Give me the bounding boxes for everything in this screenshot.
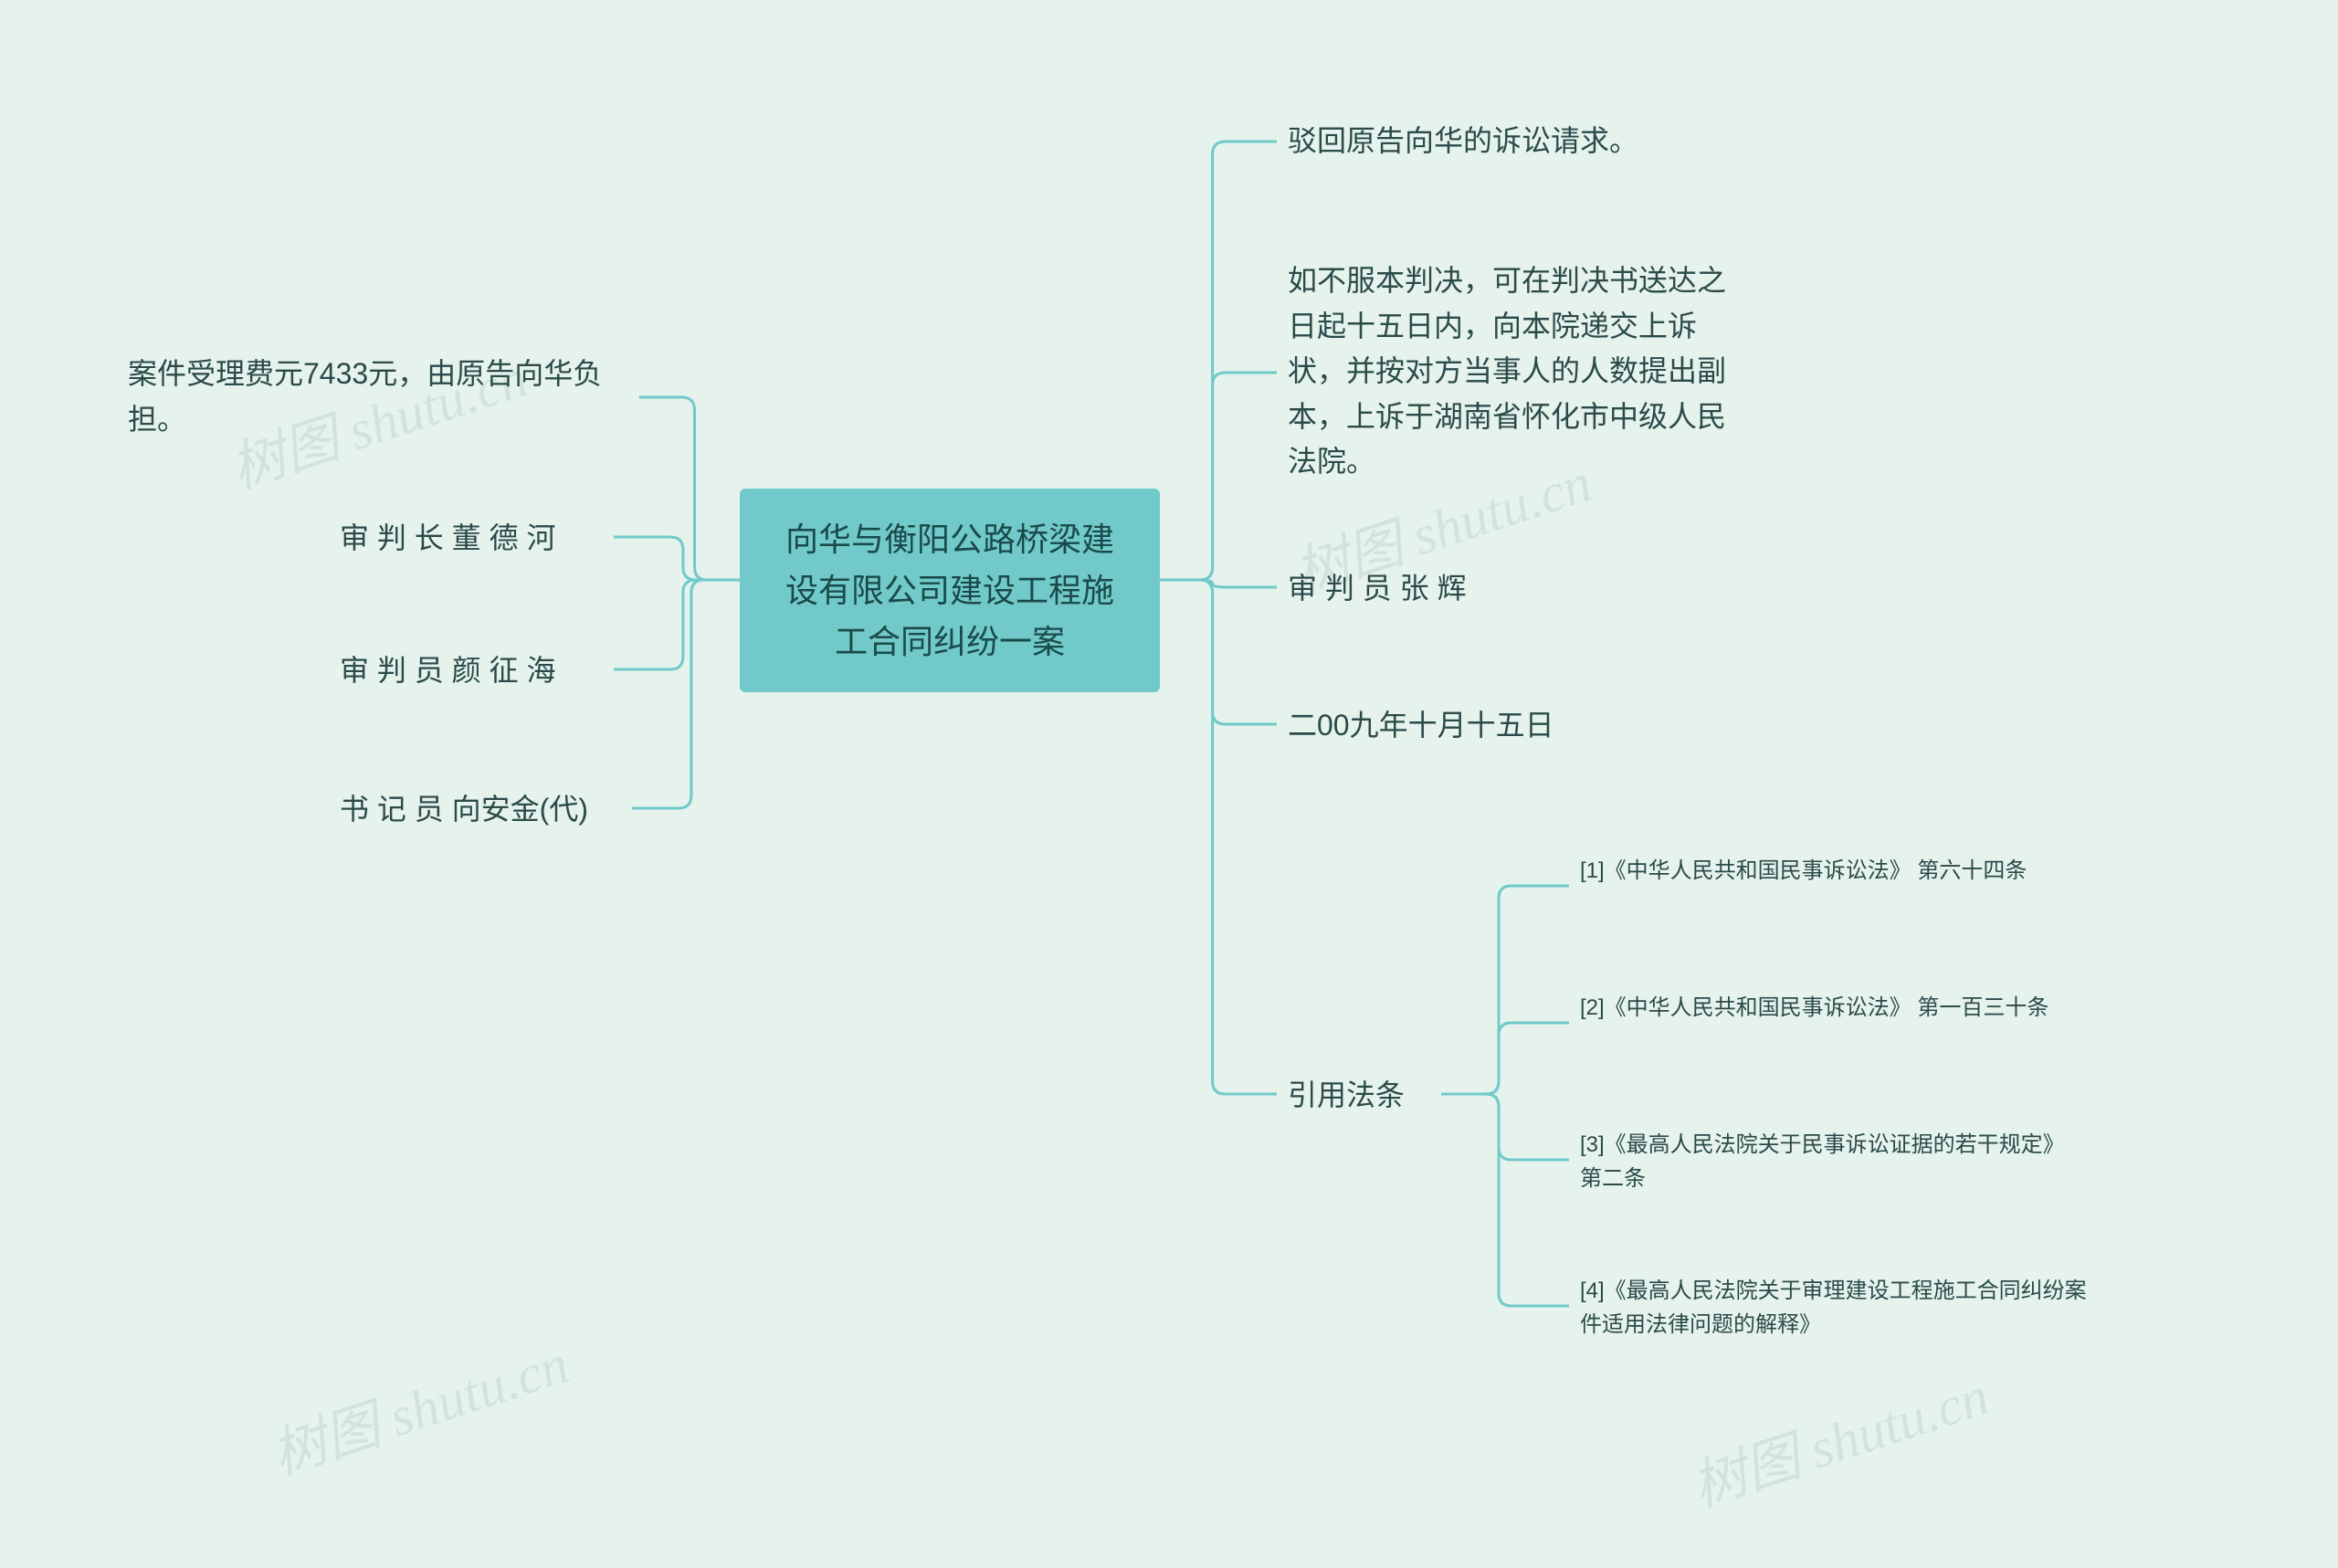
left-clerk: 书 记 员 向安金(代) [340, 787, 632, 833]
left-judge1: 审 判 长 董 德 河 [340, 516, 614, 562]
left-judge2: 审 判 员 颜 征 海 [340, 648, 614, 694]
r2: 如不服本判决，可在判决书送达之日起十五日内，向本院递交上诉状，并按对方当事人的人… [1288, 258, 1744, 485]
c1: [1]《中华人民共和国民事诉讼法》 第六十四条 [1580, 854, 2091, 888]
watermark: 树图 shutu.cn [260, 1320, 577, 1490]
r5: 引用法条 [1288, 1073, 1434, 1119]
r3: 审 判 员 张 辉 [1288, 566, 1562, 612]
c3: [3]《最高人民法院关于民事诉讼证据的若干规定》 第二条 [1580, 1128, 2091, 1195]
r1: 驳回原告向华的诉讼请求。 [1288, 119, 1717, 164]
r4: 二00九年十月十五日 [1288, 703, 1635, 749]
c4: [4]《最高人民法院关于审理建设工程施工合同纠纷案件适用法律问题的解释》 [1580, 1274, 2101, 1342]
c2: [2]《中华人民共和国民事诉讼法》 第一百三十条 [1580, 991, 2091, 1025]
mindmap-canvas: 树图 shutu.cn 树图 shutu.cn 树图 shutu.cn 树图 s… [0, 0, 2338, 1568]
root-node: 向华与衡阳公路桥梁建设有限公司建设工程施工合同纠纷一案 [740, 489, 1160, 692]
watermark: 树图 shutu.cn [1680, 1352, 1997, 1522]
left-fee: 案件受理费元7433元，由原告向华负担。 [128, 352, 639, 442]
